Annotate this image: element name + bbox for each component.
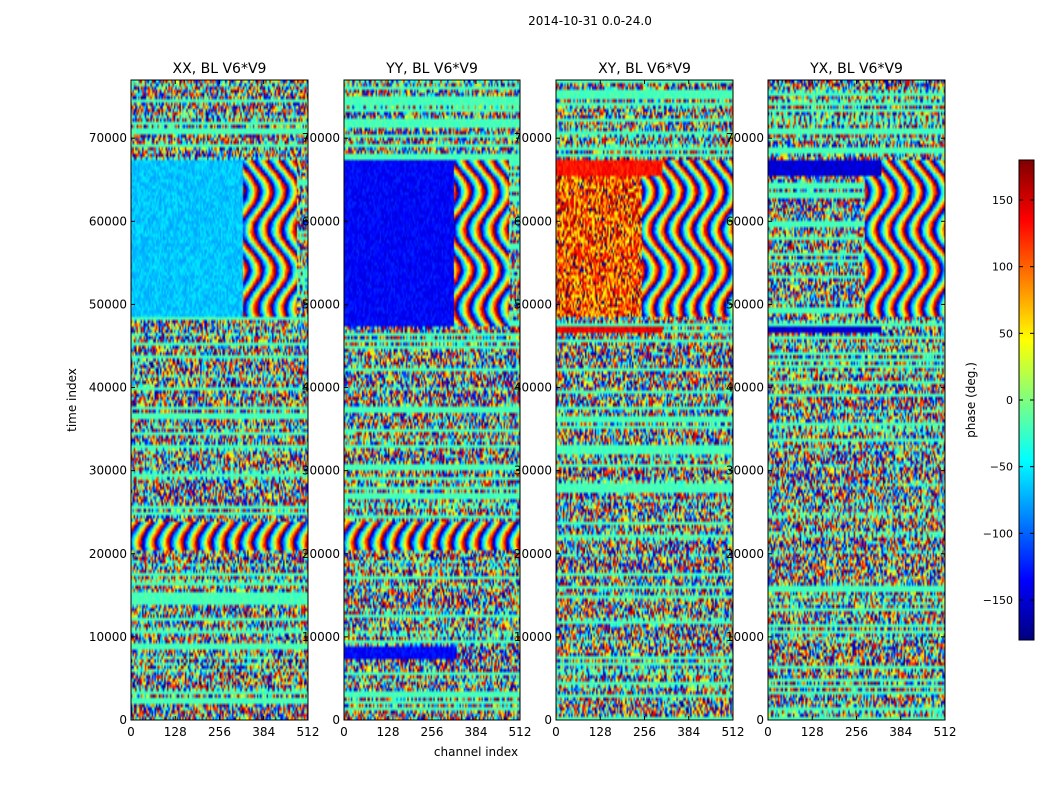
x-tick-label: 256 [633,725,656,739]
x-tick-label: 256 [208,725,231,739]
y-tick-label: 40000 [514,381,552,395]
y-tick-label: 30000 [302,464,340,478]
panel-title: XX, BL V6*V9 [173,61,267,77]
x-tick-label: 128 [801,725,824,739]
y-tick-label: 50000 [514,297,552,311]
colorbar-ticks: 150 100 50 0 −50 −100 −150 [983,194,1034,607]
y-tick-label: 0 [119,713,127,727]
y-tick-label: 60000 [514,214,552,228]
heatmap-image [344,80,520,720]
y-tick-label: 70000 [726,131,764,145]
y-tick-label: 10000 [726,630,764,644]
y-tick-label: 40000 [89,381,127,395]
y-tick-label: 30000 [89,464,127,478]
colorbar-tick-label: 0 [1006,394,1013,407]
x-tick-label: 0 [764,725,772,739]
heatmap-panel-4: YX, BL V6*V9 0 128 256 384 512 0 10000 20000 3000… [726,61,957,739]
colorbar-tick-label: −150 [983,594,1013,607]
colorbar-label: phase (deg.) [964,362,978,438]
y-tick-label: 0 [544,713,552,727]
panel-title: YY, BL V6*V9 [385,61,478,77]
x-tick-label: 128 [589,725,612,739]
panel-title: XY, BL V6*V9 [598,61,691,77]
y-tick-label: 20000 [302,547,340,561]
x-tick-label: 256 [845,725,868,739]
y-tick-label: 60000 [89,214,127,228]
colorbar-tick-label: −50 [990,461,1013,474]
y-tick-label: 30000 [514,464,552,478]
y-tick-label: 60000 [726,214,764,228]
heatmap-panel-2: YY, BL V6*V9 0 128 256 384 512 0 10000 20000 3000… [302,61,532,739]
y-tick-label: 0 [756,713,764,727]
x-tick-label: 512 [722,725,745,739]
x-tick-label: 512 [297,725,320,739]
x-tick-label: 384 [252,725,275,739]
y-tick-label: 70000 [89,131,127,145]
heatmap-panel-1: XX, BL V6*V9 0 128 256 384 512 0 10000 20000 3000… [89,61,320,739]
y-tick-label: 20000 [514,547,552,561]
y-tick-label: 10000 [89,630,127,644]
x-tick-label: 512 [934,725,957,739]
y-tick-label: 70000 [302,131,340,145]
colorbar: 150 100 50 0 −50 −100 −150 phase (deg.) [964,159,1035,641]
heatmap-panel-3: XY, BL V6*V9 0 128 256 384 512 0 10000 20000 3000… [514,61,745,739]
y-tick-label: 0 [332,713,340,727]
y-tick-label: 20000 [89,547,127,561]
y-tick-label: 50000 [302,297,340,311]
figure-title: 2014-10-31 0.0-24.0 [528,14,652,28]
colorbar-tick-label: −100 [983,527,1013,540]
y-tick-label: 30000 [726,464,764,478]
y-tick-label: 10000 [514,630,552,644]
x-tick-label: 384 [465,725,488,739]
heatmap-image [131,80,308,720]
colorbar-tick-label: 50 [999,327,1013,340]
y-tick-label: 10000 [302,630,340,644]
x-tick-label: 384 [889,725,912,739]
y-tick-label: 40000 [726,381,764,395]
y-tick-label: 60000 [302,214,340,228]
x-axis-label: channel index [434,745,518,759]
heatmap-image [556,80,733,720]
x-tick-label: 256 [421,725,444,739]
x-tick-label: 0 [340,725,348,739]
x-tick-label: 128 [164,725,187,739]
y-tick-label: 40000 [302,381,340,395]
y-tick-label: 50000 [89,297,127,311]
colorbar-tick-label: 150 [992,194,1013,207]
y-tick-label: 50000 [726,297,764,311]
panel-title: YX, BL V6*V9 [809,61,903,77]
x-tick-label: 128 [377,725,400,739]
x-tick-label: 0 [552,725,560,739]
y-tick-label: 70000 [514,131,552,145]
heatmap-panels: XX, BL V6*V9 0 128 256 384 512 0 10000 20000 3000… [89,61,957,739]
y-axis-label: time index [65,368,79,432]
y-tick-label: 20000 [726,547,764,561]
heatmap-image [768,80,945,720]
x-tick-label: 0 [127,725,135,739]
x-tick-label: 512 [509,725,532,739]
x-tick-label: 384 [677,725,700,739]
colorbar-tick-label: 100 [992,261,1013,274]
